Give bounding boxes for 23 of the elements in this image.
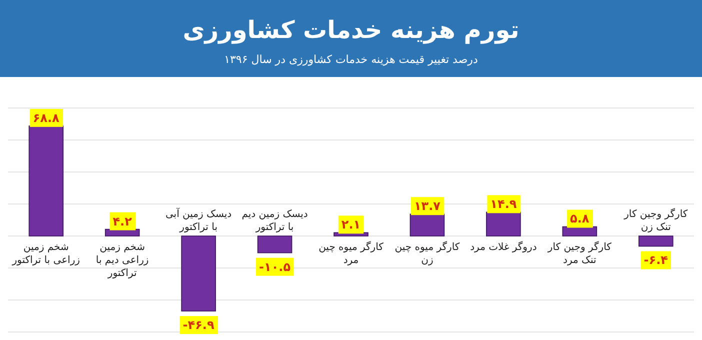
data-label: ۱۴.۹ — [490, 197, 518, 212]
data-label: -۶.۴ — [644, 253, 668, 268]
chart-title: تورم هزینه خدمات کشاورزی — [182, 16, 520, 44]
chart-subtitle: درصد تغییر قیمت هزینه خدمات کشاورزی در سال ۱۳۹۶ — [224, 53, 478, 66]
data-label: ۵.۸ — [570, 212, 590, 226]
x-tick-label: کارگر میوه چین زن — [394, 241, 460, 266]
data-label: ۲.۱ — [341, 218, 361, 232]
data-label: -۴۶.۹ — [182, 318, 215, 332]
x-tick-label: دروگر غلات مرد — [470, 241, 537, 253]
bar — [181, 236, 216, 312]
x-tick-label: کارگر میوه چین مرد — [318, 241, 384, 266]
x-tick-label: کارگر وجین کار تنک مرد — [546, 241, 612, 266]
x-tick-label: شخم زمین زراعی دیم با تراکتور — [96, 242, 149, 279]
data-label: ۱۳.۷ — [414, 199, 442, 214]
data-label: ۶۸.۸ — [32, 110, 60, 125]
data-label: ۴.۲ — [112, 214, 133, 228]
x-tick-label: دیسک زمین آبی با تراکتور — [165, 207, 232, 233]
x-tick-label: دیسک زمین دیم با تراکتور — [242, 209, 308, 233]
bar — [257, 236, 292, 254]
x-tick-label: کارگر وجین کار تنک زن — [623, 208, 688, 233]
bar — [638, 236, 674, 247]
x-tick-label: شخم زمین زراعی با تراکتور — [11, 242, 80, 266]
data-label: -۱۰.۵ — [259, 260, 291, 274]
